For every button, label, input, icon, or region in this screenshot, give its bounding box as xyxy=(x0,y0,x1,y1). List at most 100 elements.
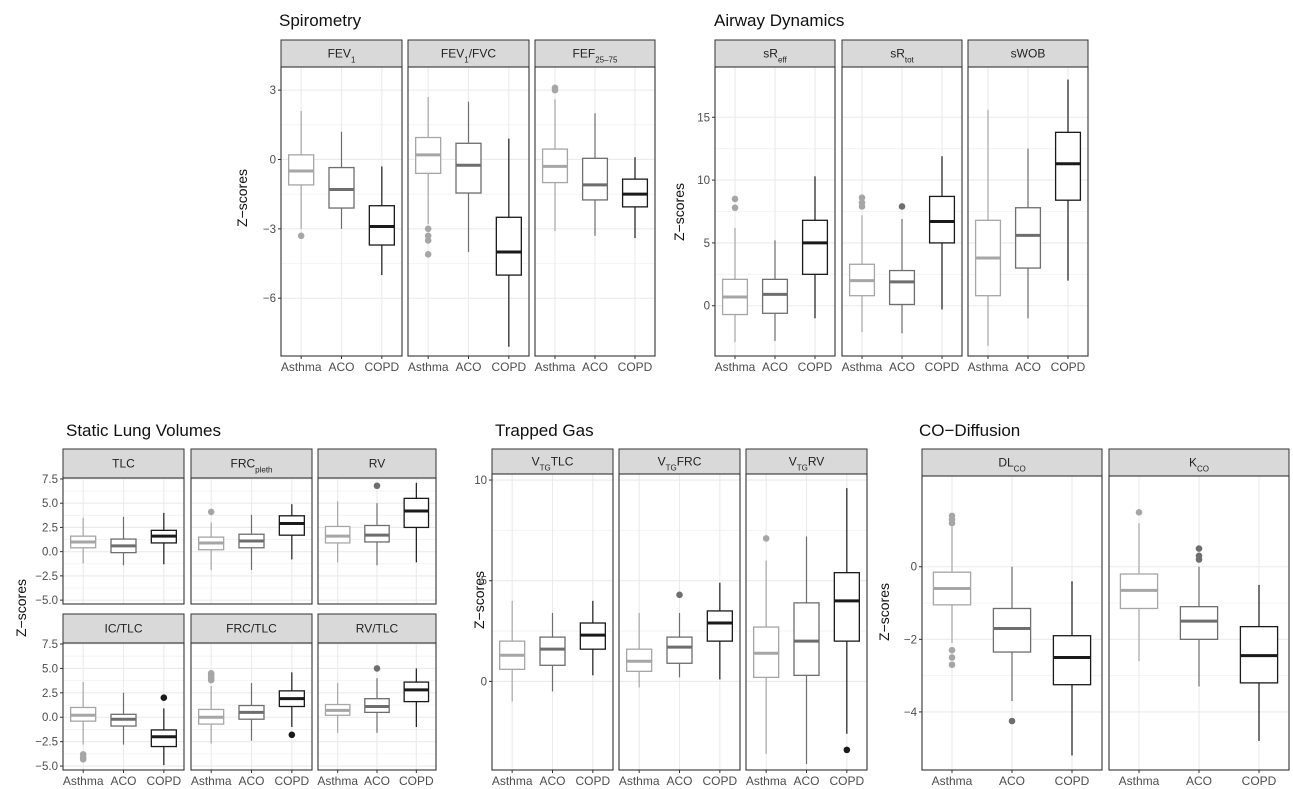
outlier-point xyxy=(898,203,906,210)
y-tick-label: −2.5 xyxy=(35,737,58,749)
facet-strip xyxy=(534,39,656,68)
outlier-point xyxy=(843,746,851,754)
x-tick-label: Asthma xyxy=(63,774,104,788)
y-tick-label: 5 xyxy=(704,238,710,250)
box-iqr xyxy=(1052,635,1092,686)
facet-label: IC/TLC xyxy=(104,622,142,636)
box-asthma xyxy=(198,669,225,744)
y-tick-label: 3 xyxy=(270,85,276,97)
y-axis-label: Z−scores xyxy=(671,183,687,241)
box-copd xyxy=(278,672,305,739)
outlier-point xyxy=(424,232,432,240)
chart-title: CO−Diffusion xyxy=(919,421,1020,440)
box-copd xyxy=(495,138,522,347)
box-iqr xyxy=(793,602,820,677)
panel: KCO Asthma ACO COPD xyxy=(1108,448,1290,788)
box-iqr xyxy=(539,636,566,666)
x-tick-label: COPD xyxy=(364,360,399,374)
panel: RV xyxy=(317,448,437,605)
box-iqr xyxy=(801,219,829,275)
outlier-point xyxy=(424,250,432,258)
panel: TLC 7.5 5.0 2.5 0.0 −2.5 −5.0 xyxy=(35,448,185,607)
box-copd xyxy=(928,156,956,310)
outlier-point xyxy=(948,654,956,661)
x-tick-label: COPD xyxy=(829,774,864,788)
box-asthma xyxy=(288,110,315,240)
box-asthma xyxy=(324,501,351,563)
x-tick-label: COPD xyxy=(146,774,181,788)
box-iqr xyxy=(1179,606,1219,640)
box-iqr xyxy=(992,607,1032,653)
y-tick-label: 15 xyxy=(697,112,710,124)
box-asthma xyxy=(70,682,97,763)
facet-label: FEV1/FVC xyxy=(441,47,496,65)
outlier-point xyxy=(731,195,739,203)
box-asthma xyxy=(499,600,526,702)
box-asthma xyxy=(753,535,780,754)
x-tick-label: COPD xyxy=(274,774,309,788)
box-iqr xyxy=(833,572,860,642)
outlier-point xyxy=(1008,717,1016,725)
outlier-point xyxy=(762,535,770,542)
chart-title: Trapped Gas xyxy=(495,421,594,440)
box-asthma xyxy=(974,109,1002,346)
facet-label: KCO xyxy=(1189,456,1209,474)
outlier-point xyxy=(207,669,215,677)
panel: VTGTLC 10 5 0 Asthma ACO COPD xyxy=(474,448,614,788)
panel: FEF25–75 Asthma ACO COPD xyxy=(534,39,656,374)
facet-strip xyxy=(62,448,185,479)
box-aco xyxy=(761,240,789,341)
panel: RV/TLC Asthma ACO COPD xyxy=(317,613,437,788)
chart-title: Static Lung Volumes xyxy=(66,421,221,440)
box-aco xyxy=(666,591,693,678)
box-asthma xyxy=(541,84,569,232)
box-aco xyxy=(110,692,137,745)
panel: sWOB Asthma ACO COPD xyxy=(967,39,1089,374)
outlier-point xyxy=(551,84,559,92)
y-axis-label: Z−scores xyxy=(471,571,487,629)
x-tick-label: ACO xyxy=(110,774,136,788)
outlier-point xyxy=(373,482,381,490)
y-tick-label: 5.0 xyxy=(42,498,58,510)
panel-border xyxy=(317,477,437,605)
box-iqr xyxy=(581,157,609,201)
facet-strip xyxy=(407,39,530,68)
outlier-point xyxy=(424,237,432,244)
y-tick-label: 0 xyxy=(270,154,276,166)
x-tick-label: COPD xyxy=(618,360,653,374)
chart-group-co-diffusion: CO−Diffusion Z−scores DLCO 0 −2 −4 Asthma ACO CO… xyxy=(876,421,1290,788)
x-tick-label: COPD xyxy=(702,774,737,788)
outlier-point xyxy=(731,204,739,212)
x-tick-label: Asthma xyxy=(281,360,322,374)
x-tick-label: ACO xyxy=(328,360,354,374)
x-tick-label: ACO xyxy=(793,774,819,788)
box-copd xyxy=(403,668,430,728)
facet-strip xyxy=(1108,448,1290,477)
facet-strip xyxy=(745,448,868,475)
x-tick-label: Asthma xyxy=(715,360,756,374)
facet-label: sRtot xyxy=(890,47,914,65)
facet-strip xyxy=(491,448,614,475)
box-iqr xyxy=(278,515,305,536)
box-iqr xyxy=(495,216,522,276)
box-aco xyxy=(539,612,566,692)
box-iqr xyxy=(888,269,916,306)
panel: sRtot Asthma ACO COPD xyxy=(841,39,963,374)
y-tick-label: 0 xyxy=(704,301,710,313)
chart-group-spirometry: Spirometry Z−scores FEV1 3 0 −3 −6 Asthma ACO COP… xyxy=(234,11,656,374)
chart-group-static-lung-volumes: Static Lung Volumes Z−scores TLC 7.5 5.0 2.5 0… xyxy=(13,421,437,788)
y-axis-label: Z−scores xyxy=(876,583,892,641)
x-tick-label: Asthma xyxy=(842,360,883,374)
x-tick-label: COPD xyxy=(1055,774,1090,788)
y-tick-label: 2.5 xyxy=(42,688,58,700)
chart-title: Airway Dynamics xyxy=(714,11,844,30)
box-asthma xyxy=(70,517,97,564)
x-tick-label: COPD xyxy=(1051,360,1086,374)
panel: FEV1 3 0 −3 −6 Asthma ACO COPD xyxy=(263,39,403,374)
x-tick-label: ACO xyxy=(238,774,264,788)
box-iqr xyxy=(666,636,693,664)
panel: VTGRV Asthma ACO COPD xyxy=(745,448,868,788)
y-tick-label: 0 xyxy=(911,562,917,574)
box-asthma xyxy=(1119,508,1159,662)
outlier-point xyxy=(297,232,305,240)
